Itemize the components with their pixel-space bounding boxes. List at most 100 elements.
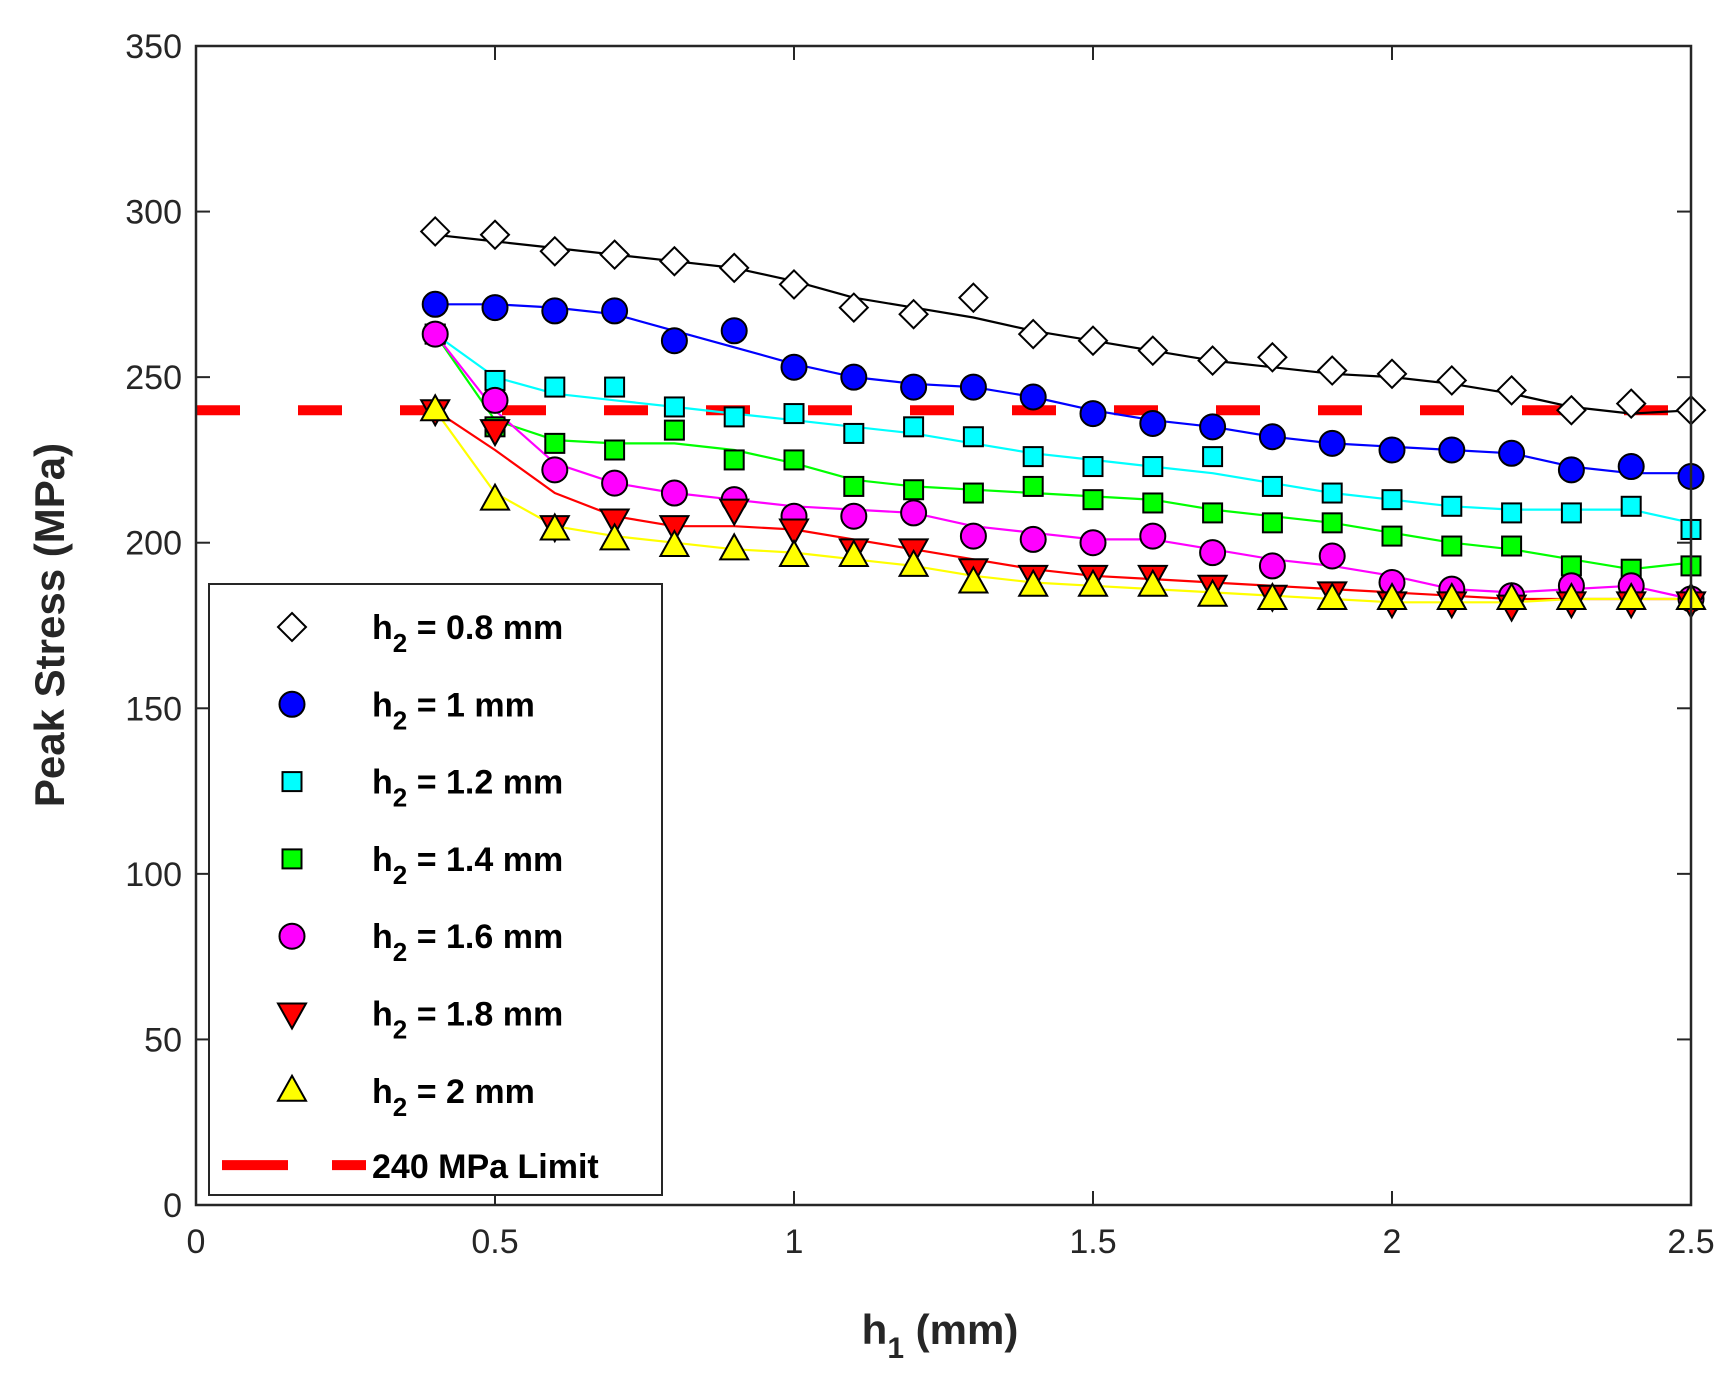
series-6-point: [1256, 581, 1289, 611]
series-1-point: [1199, 413, 1227, 441]
legend-marker-6: [276, 1073, 308, 1102]
y-tick-label: 200: [125, 525, 182, 563]
x-tick-label: 0: [187, 1223, 206, 1261]
legend-label-4: h2 = 1.6 mm: [372, 918, 563, 967]
legend-label-subscript: 2: [393, 1015, 407, 1045]
legend-label-limit: 240 MPa Limit: [372, 1148, 599, 1186]
series-3-point: [1082, 489, 1104, 511]
series-3-point: [1501, 535, 1523, 557]
series-6-point: [1436, 581, 1468, 611]
x-axis-title-base: h: [862, 1306, 888, 1353]
series-4-point: [601, 469, 629, 497]
y-tick-label: 100: [125, 856, 182, 894]
legend-marker-5: [276, 1002, 308, 1031]
series-2-point: [1142, 456, 1164, 478]
y-axis-title: Peak Stress (MPa): [26, 443, 73, 807]
series-6-point: [1316, 581, 1348, 611]
series-3-point: [783, 449, 805, 471]
series-6-point: [598, 522, 631, 551]
series-4-point: [1139, 522, 1167, 550]
series-4-point: [541, 456, 569, 484]
legend-label-2: h2 = 1.2 mm: [372, 764, 563, 813]
legend-label-6: h2 = 2 mm: [372, 1073, 535, 1122]
series-6-point: [539, 512, 571, 541]
series-0-markers: [419, 216, 1707, 426]
series-2-point: [1501, 502, 1523, 524]
series-0-point: [658, 245, 690, 277]
series-0-point: [1436, 365, 1468, 396]
series-6-point: [778, 538, 810, 567]
series-5-line: [434, 409, 1691, 601]
series-6-point: [658, 528, 691, 558]
series-5-point: [598, 508, 631, 537]
y-tick-label: 50: [144, 1021, 182, 1059]
y-tick-label: 150: [125, 690, 182, 728]
series-6-line: [434, 409, 1691, 604]
series-1-point: [1318, 429, 1346, 457]
series-6-point: [1077, 568, 1109, 597]
series-2-point: [1560, 502, 1582, 524]
series-2-point: [843, 422, 865, 444]
series-1-point: [481, 294, 509, 322]
series-2-point: [544, 376, 566, 398]
series-1-point: [421, 290, 449, 318]
series-1-point: [720, 317, 748, 345]
series-0-point: [718, 252, 750, 284]
series-4-point: [1079, 529, 1107, 557]
series-0-line: [435, 233, 1692, 415]
series-markers-layer: [419, 216, 1707, 623]
series-2-point: [663, 396, 685, 418]
series-0-point: [1615, 388, 1647, 420]
series-4-point: [660, 479, 688, 507]
series-1-point: [1498, 439, 1526, 467]
series-0-point: [778, 269, 810, 300]
axis-ticks-layer: 0 0.5 1 1.5 2 2.5 0 50 100 150 200 250 300 350: [125, 28, 1714, 1261]
legend-label-base: h: [372, 686, 393, 724]
series-2-point: [1321, 482, 1343, 504]
series-5-point: [479, 419, 511, 448]
series-0-point: [1017, 318, 1049, 350]
series-5-point: [778, 518, 810, 547]
series-0-point: [1137, 335, 1169, 367]
legend-label-rest: = 2 mm: [407, 1073, 535, 1111]
series-6-point: [1376, 581, 1408, 611]
series-3-point: [1261, 512, 1283, 534]
series-1-point: [959, 373, 987, 401]
series-5-point: [718, 498, 750, 527]
legend-label-subscript: 2: [393, 937, 407, 967]
series-3-line: [434, 333, 1692, 571]
series-4-point: [481, 386, 509, 414]
series-2-point: [1202, 446, 1224, 468]
x-tick-label: 2: [1383, 1223, 1402, 1261]
legend-label-rest: = 0.8 mm: [407, 609, 563, 647]
series-4-point: [1019, 525, 1047, 553]
series-1-line: [435, 303, 1691, 475]
series-0-point: [838, 292, 870, 324]
series-2-point: [723, 406, 745, 428]
series-6-point: [897, 548, 930, 577]
series-1-point: [601, 297, 629, 325]
series-0-point: [539, 235, 571, 267]
x-axis-title-subscript: 1: [887, 1332, 904, 1365]
series-1-point: [780, 353, 808, 381]
series-3-point: [604, 439, 626, 461]
legend-label-base: h: [372, 609, 393, 647]
series-0-point: [479, 219, 511, 251]
series-6-point: [419, 393, 451, 422]
legend-label-subscript: 2: [393, 783, 407, 813]
series-1-point: [900, 373, 928, 401]
series-3-point: [843, 475, 865, 497]
series-1-point: [660, 327, 688, 355]
series-6-point: [1017, 568, 1049, 597]
legend-label-subscript: 2: [393, 860, 407, 890]
series-6-point: [479, 482, 511, 511]
series-1-point: [1019, 383, 1047, 411]
series-1-point: [1378, 436, 1406, 464]
series-6-markers: [419, 393, 1707, 611]
series-3-point: [1381, 525, 1403, 547]
series-3-point: [544, 432, 566, 454]
series-4-point: [900, 499, 928, 527]
plot-area-frame: [194, 44, 1693, 1207]
series-4-point: [840, 502, 868, 530]
